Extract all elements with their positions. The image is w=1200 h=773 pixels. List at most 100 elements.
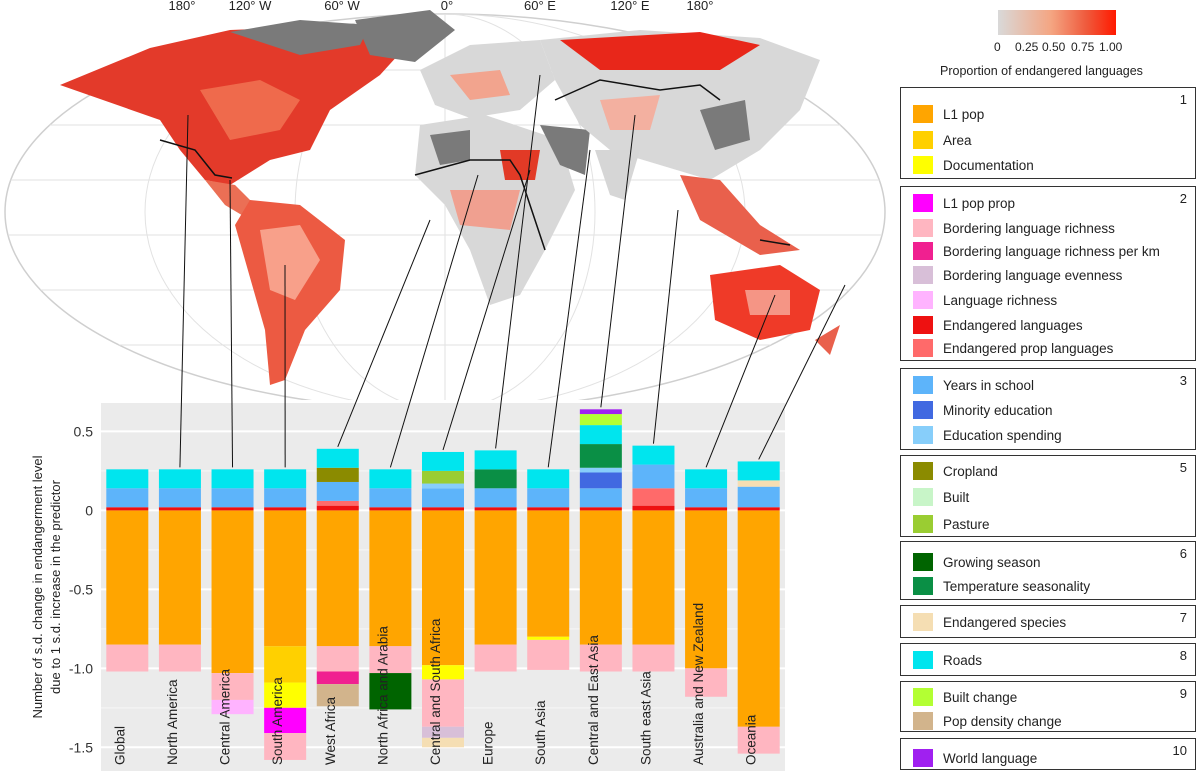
lon-label-5: 60° E (524, 0, 556, 13)
bar-segment-0-0 (106, 510, 149, 645)
legend-swatch (913, 339, 933, 357)
legend-label: Temperature seasonality (943, 578, 1091, 594)
bar-segment-11-19 (685, 469, 728, 489)
bar-segment-6-8 (422, 507, 464, 511)
legend-item: Language richness (913, 290, 1057, 310)
lon-labels: 180° 120° W 60° W 0° 60° E 120° E 180° (169, 0, 714, 13)
world-map: 180° 120° W 60° W 0° 60° E 120° E 180° (4, 0, 886, 400)
legend-label: Pop density change (943, 713, 1062, 729)
lon-label-7: 180° (687, 0, 714, 13)
region-boundaries (159, 79, 791, 251)
bar-segment-7-4 (474, 644, 517, 672)
bar-segment-2-4 (211, 673, 254, 700)
bar-segment-10-4 (632, 644, 675, 672)
gradient-title: Proportion of endangered languages (940, 64, 1143, 78)
bar-segment-11-0 (685, 510, 728, 669)
legend-label: Built (943, 489, 970, 505)
legend-label: Years in school (943, 377, 1035, 393)
bar-segment-4-10 (316, 481, 359, 501)
y-tick-label-4: -1.5 (69, 739, 93, 755)
bar-segment-1-4 (158, 644, 201, 672)
bar-segment-2-19 (211, 469, 254, 489)
legend-item: L1 pop prop (913, 193, 1015, 213)
bar-segment-9-8 (579, 507, 622, 511)
gradient-tick-3: 0.75 (1071, 40, 1095, 54)
leader-line-11 (705, 294, 776, 468)
bar-segment-9-0 (579, 510, 622, 645)
bar-segment-9-19 (579, 425, 622, 445)
bar-segment-8-4 (527, 639, 570, 670)
legend-label: Cropland (943, 463, 998, 479)
legend-label: Endangered prop languages (943, 340, 1114, 356)
bar-segment-1-10 (158, 488, 201, 508)
bar-segment-5-4 (369, 646, 412, 674)
bar-segment-8-2 (527, 636, 570, 640)
legend-swatch (913, 577, 933, 595)
bar-segment-1-0 (158, 510, 201, 645)
bar-segment-12-0 (737, 510, 780, 727)
legend-item: Temperature seasonality (913, 576, 1090, 596)
legend-label: L1 pop (943, 106, 985, 122)
bar-segment-0-4 (106, 644, 149, 672)
leader-line-1 (179, 114, 189, 468)
bar-segment-10-10 (632, 464, 675, 489)
bar-segment-3-0 (264, 510, 307, 647)
legend-swatch (913, 105, 933, 123)
legend-group-number: 8 (1179, 648, 1187, 663)
bar-segment-3-4 (264, 733, 307, 760)
lon-label-6: 120° E (610, 0, 650, 13)
lon-label-1: 180° (169, 0, 196, 13)
bar-segment-9-17 (579, 444, 622, 468)
x-category-label-11: Australia and New Zealand (691, 603, 706, 765)
bar-segment-0-19 (106, 469, 149, 489)
x-category-label-3: South America (270, 677, 285, 765)
legend-swatch (913, 426, 933, 444)
legend-swatch (913, 688, 933, 706)
bar-segment-11-4 (685, 668, 728, 697)
bar-segment-10-8 (632, 505, 675, 511)
bar-segment-9-10 (579, 488, 622, 508)
legend-item: Area (913, 130, 972, 150)
bar-segment-11-8 (685, 507, 728, 511)
legend-swatch (913, 651, 933, 669)
bar-segment-9-11 (579, 472, 622, 489)
legend-label: Growing season (943, 554, 1041, 570)
lon-label-4: 0° (441, 0, 453, 13)
bar-segment-5-0 (369, 510, 412, 647)
bar-segment-6-10 (422, 488, 464, 508)
bar-segment-9-4 (579, 644, 622, 672)
gradient-tick-2: 0.50 (1042, 40, 1066, 54)
y-tick-label-0: 0.5 (74, 423, 94, 439)
legend-group-number: 5 (1179, 460, 1187, 475)
bar-segment-12-19 (737, 461, 780, 481)
legend-item: Endangered languages (913, 315, 1083, 335)
bar-segment-2-8 (211, 507, 254, 511)
y-tick-label-1: 0 (85, 502, 93, 518)
bar-segment-11-10 (685, 488, 728, 508)
bar-segment-4-13 (316, 467, 359, 482)
legend-label: Endangered species (943, 614, 1067, 630)
bar-segment-9-12 (579, 467, 622, 473)
legend-label: Education spending (943, 427, 1062, 443)
legend-group-number: 2 (1179, 191, 1187, 206)
bar-segment-12-8 (737, 507, 780, 511)
leader-line-4 (337, 219, 431, 447)
bar-segment-10-19 (632, 445, 675, 465)
legend-item: World language (913, 748, 1037, 768)
lon-label-2: 120° W (229, 0, 273, 13)
legend-group-5: 5 Cropland Built Pasture (900, 455, 1196, 537)
legend-group-1: 1 L1 pop Area Documentation (900, 87, 1196, 179)
bar-segment-6-6 (422, 726, 464, 738)
bar-segment-8-8 (527, 507, 570, 511)
bar-segment-1-8 (158, 507, 201, 511)
bar-segment-3-10 (264, 488, 307, 508)
x-category-label-0: Global (112, 726, 127, 765)
bar-segment-7-0 (474, 510, 517, 645)
legend-swatch (913, 462, 933, 480)
legend-swatch (913, 749, 933, 767)
legend-swatch (913, 316, 933, 334)
bar-segment-5-8 (369, 507, 412, 511)
legend-item: Cropland (913, 461, 998, 481)
legend-item: Roads (913, 650, 982, 670)
bar-segment-4-19 (316, 448, 359, 468)
